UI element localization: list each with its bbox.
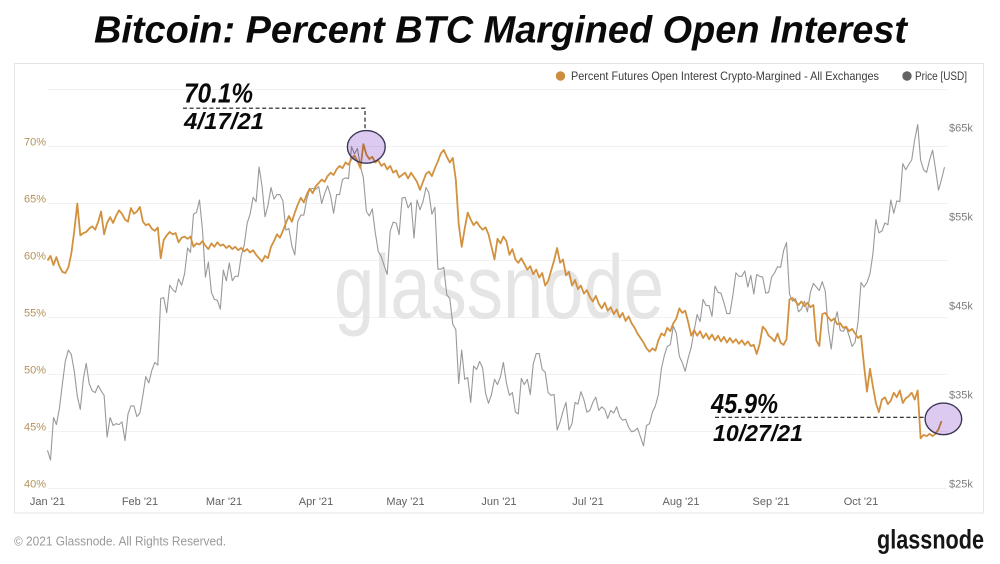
svg-text:60%: 60% xyxy=(24,251,46,263)
svg-text:70%: 70% xyxy=(24,137,46,149)
svg-text:55%: 55% xyxy=(24,308,46,320)
svg-text:Jun '21: Jun '21 xyxy=(481,496,516,508)
svg-text:40%: 40% xyxy=(24,479,46,491)
svg-text:4/17/21: 4/17/21 xyxy=(183,108,264,134)
svg-text:Percent Futures Open Interest: Percent Futures Open Interest Crypto-Mar… xyxy=(571,69,879,83)
svg-text:© 2021 Glassnode. All Rights R: © 2021 Glassnode. All Rights Reserved. xyxy=(14,535,226,549)
svg-text:Price [USD]: Price [USD] xyxy=(915,69,967,83)
svg-text:Jan '21: Jan '21 xyxy=(30,496,65,508)
svg-text:Jul '21: Jul '21 xyxy=(572,496,603,508)
svg-text:May '21: May '21 xyxy=(386,496,424,508)
svg-text:45.9%: 45.9% xyxy=(710,388,778,419)
svg-text:Apr '21: Apr '21 xyxy=(299,496,334,508)
svg-text:$55k: $55k xyxy=(949,212,973,224)
svg-text:Bitcoin: Percent BTC Margined: Bitcoin: Percent BTC Margined Open Inter… xyxy=(94,10,908,52)
svg-text:50%: 50% xyxy=(24,365,46,377)
svg-text:$25k: $25k xyxy=(949,479,973,491)
svg-text:Oct '21: Oct '21 xyxy=(844,496,879,508)
svg-text:glassnode: glassnode xyxy=(877,525,984,555)
svg-text:10/27/21: 10/27/21 xyxy=(713,420,803,446)
svg-text:Aug '21: Aug '21 xyxy=(663,496,700,508)
svg-text:$45k: $45k xyxy=(949,301,973,313)
svg-text:glassnode: glassnode xyxy=(334,238,664,338)
svg-text:Feb '21: Feb '21 xyxy=(122,496,158,508)
svg-text:Sep '21: Sep '21 xyxy=(753,496,790,508)
svg-text:45%: 45% xyxy=(24,422,46,434)
svg-text:70.1%: 70.1% xyxy=(184,78,253,109)
svg-text:Mar '21: Mar '21 xyxy=(206,496,242,508)
svg-text:$35k: $35k xyxy=(949,390,973,402)
svg-text:65%: 65% xyxy=(24,194,46,206)
svg-text:$65k: $65k xyxy=(949,123,973,135)
